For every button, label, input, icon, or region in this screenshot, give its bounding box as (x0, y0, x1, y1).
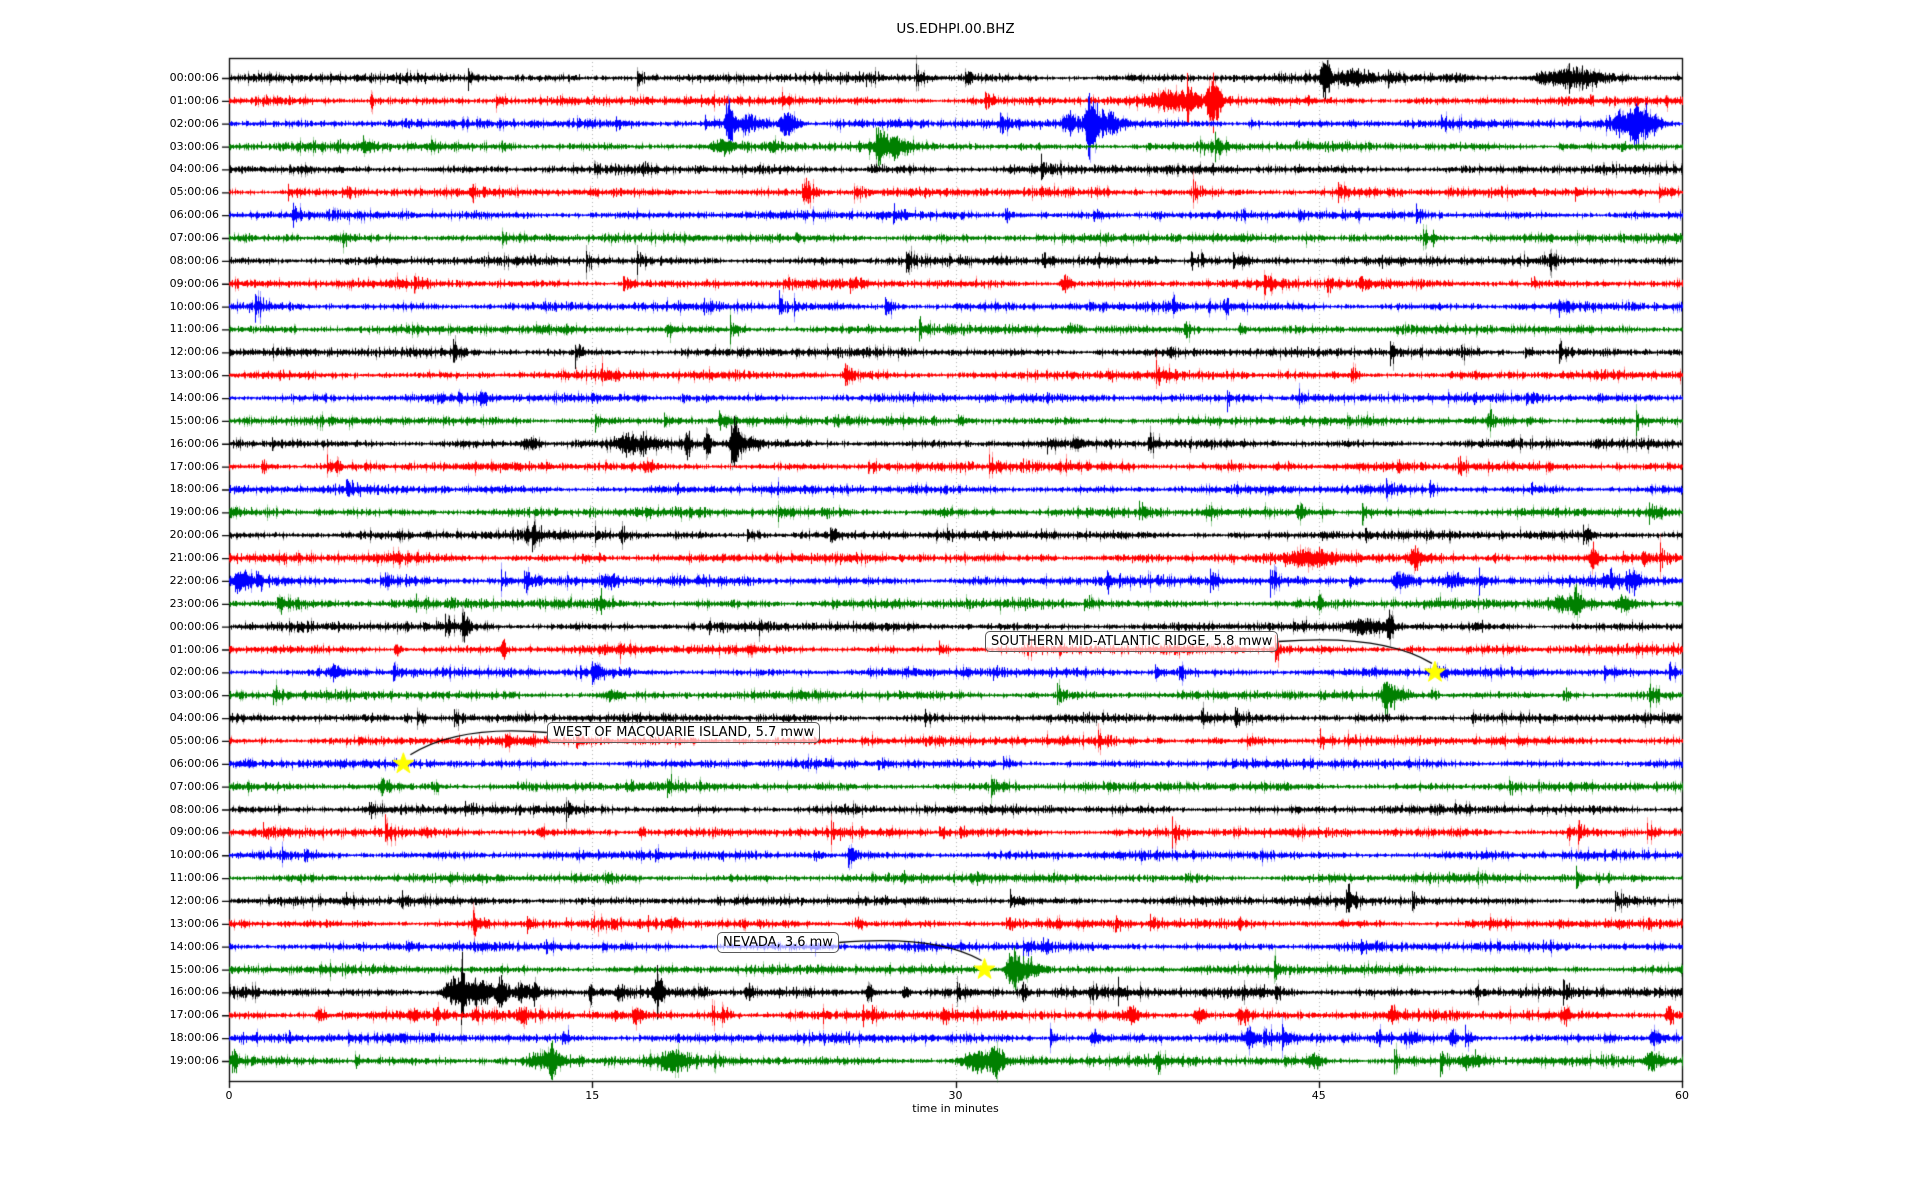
trace-label: 19:00:06 (169, 505, 219, 519)
trace-label: 01:00:06 (169, 93, 219, 107)
trace-label: 21:00:06 (169, 551, 219, 565)
trace-label: 18:00:06 (169, 482, 219, 496)
x-tick-label: 15 (585, 1089, 600, 1102)
x-tick-label: 30 (948, 1089, 963, 1102)
trace-label: 08:00:06 (169, 802, 219, 816)
trace-label: 15:00:06 (169, 413, 219, 427)
x-tick-label: 0 (225, 1089, 233, 1102)
x-tick-label: 60 (1675, 1089, 1689, 1102)
event-annotation-box: NEVADA, 3.6 mw (717, 932, 839, 953)
event-annotation-box: WEST OF MACQUARIE ISLAND, 5.7 mww (547, 722, 821, 743)
trace-label: 22:00:06 (169, 573, 219, 587)
chart-title: US.EDHPI.00.BHZ (896, 21, 1015, 37)
trace-label: 07:00:06 (169, 779, 219, 793)
trace-label: 06:00:06 (169, 208, 219, 222)
trace-label: 11:00:06 (169, 322, 219, 336)
trace-label: 08:00:06 (169, 253, 219, 267)
x-tick-label: 45 (1311, 1089, 1326, 1102)
trace-label: 03:00:06 (169, 139, 219, 153)
trace-label: 05:00:06 (169, 185, 219, 199)
trace-label: 01:00:06 (169, 642, 219, 656)
trace-label: 23:00:06 (169, 596, 219, 610)
trace-label: 00:00:06 (169, 619, 219, 633)
trace-label: 14:00:06 (169, 391, 219, 405)
trace-label: 00:00:06 (169, 71, 219, 84)
trace-label: 12:00:06 (169, 893, 219, 907)
event-annotation-box: SOUTHERN MID-ATLANTIC RIDGE, 5.8 mww (985, 631, 1279, 652)
trace-label: 16:00:06 (169, 436, 219, 450)
trace-label: 02:00:06 (169, 665, 219, 679)
trace-label: 20:00:06 (169, 528, 219, 542)
trace-label: 10:00:06 (169, 299, 219, 313)
trace-label: 03:00:06 (169, 688, 219, 702)
trace-label: 04:00:06 (169, 711, 219, 725)
trace-label: 19:00:06 (169, 1053, 219, 1067)
trace-label: 02:00:06 (169, 116, 219, 130)
trace-label: 17:00:06 (169, 459, 219, 473)
trace-label: 04:00:06 (169, 162, 219, 176)
trace-label: 14:00:06 (169, 939, 219, 953)
trace-label: 18:00:06 (169, 1031, 219, 1045)
trace-label: 09:00:06 (169, 276, 219, 290)
trace-label: 05:00:06 (169, 733, 219, 747)
trace-label: 11:00:06 (169, 871, 219, 885)
trace-label: 07:00:06 (169, 231, 219, 245)
trace-label: 15:00:06 (169, 962, 219, 976)
trace-label: 13:00:06 (169, 916, 219, 930)
trace-label: 16:00:06 (169, 985, 219, 999)
trace-label: 17:00:06 (169, 1008, 219, 1022)
trace-label: 09:00:06 (169, 825, 219, 839)
trace-label: 13:00:06 (169, 368, 219, 382)
trace-label: 12:00:06 (169, 345, 219, 359)
x-axis-label: time in minutes (912, 1102, 999, 1115)
trace-label: 10:00:06 (169, 848, 219, 862)
trace-label: 06:00:06 (169, 756, 219, 770)
